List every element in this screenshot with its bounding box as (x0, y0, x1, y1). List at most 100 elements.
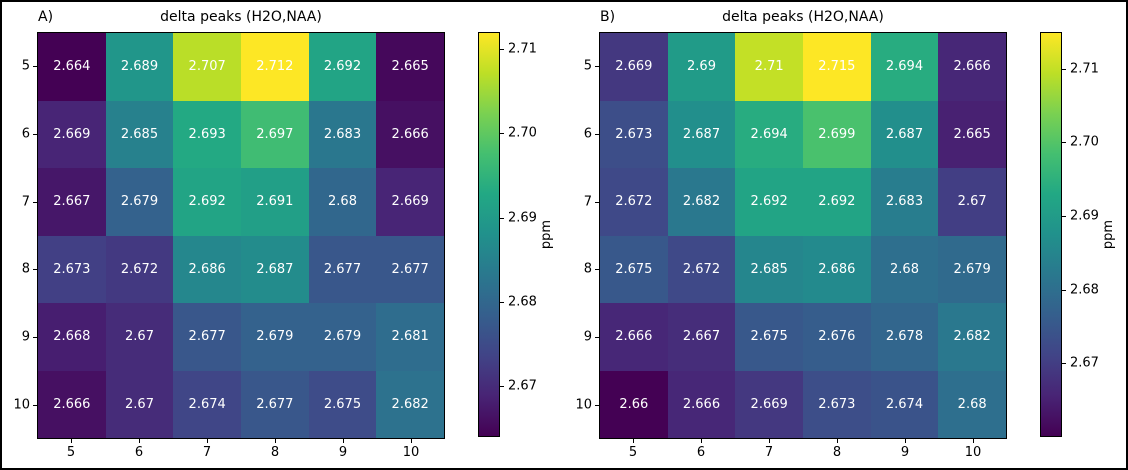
heatmap-cell: 2.675 (735, 303, 803, 371)
panel-b-corner-label: B) (600, 9, 616, 25)
colorbar-a (478, 32, 500, 437)
y-tick-mark (33, 405, 37, 407)
y-tick-label: 10 (13, 397, 30, 413)
y-tick-label: 9 (583, 329, 592, 345)
heatmap-cell: 2.673 (38, 235, 106, 303)
heatmap-cell: 2.679 (240, 303, 309, 371)
heatmap-cell: 2.682 (667, 168, 736, 236)
x-tick-label: 8 (832, 445, 842, 460)
x-tick-mark (769, 439, 770, 443)
heatmap-cell: 2.674 (870, 370, 939, 438)
colorbar-tick-label: 2.67 (508, 378, 537, 394)
panel-a-corner-label: A) (38, 9, 54, 25)
heatmap-cell: 2.712 (240, 33, 309, 101)
heatmap-cell: 2.675 (600, 235, 668, 303)
colorbar-b-label-text: ppm (1101, 219, 1116, 250)
colorbar-tick-mark (1062, 363, 1066, 365)
x-tick-label: 10 (402, 445, 420, 460)
colorbar-tick-mark (1062, 142, 1066, 144)
heatmap-cell: 2.679 (938, 235, 1006, 303)
colorbar-tick-mark (500, 48, 504, 50)
y-tick-mark (595, 269, 599, 271)
heatmap-cell: 2.685 (735, 235, 803, 303)
panel-a: A) delta peaks (H2O,NAA) 2.664 2.689 2.707… (2, 2, 564, 468)
heatmap-cell: 2.677 (240, 370, 309, 438)
heatmap-cell: 2.676 (802, 303, 871, 371)
heatmap-cell: 2.667 (667, 303, 736, 371)
y-tick-mark (595, 133, 599, 135)
heatmap-a: 2.664 2.689 2.707 2.712 2.692 2.665 2.669 2.685… (37, 32, 445, 439)
x-tick-label: 7 (202, 445, 212, 460)
x-tick-label: 9 (900, 445, 910, 460)
heatmap-cell: 2.665 (376, 33, 444, 101)
colorbar-a-label: ppm (539, 32, 554, 437)
colorbar-tick-mark (1062, 289, 1066, 291)
heatmap-cell: 2.679 (308, 303, 377, 371)
heatmap-cell: 2.672 (667, 235, 736, 303)
y-tick-label: 6 (21, 126, 30, 142)
heatmap-cell: 2.66 (600, 370, 668, 438)
heatmap-cell: 2.682 (376, 370, 444, 438)
colorbar-tick-mark (500, 386, 504, 388)
panel-b: B) delta peaks (H2O,NAA) 2.669 2.69 2.71 2.… (564, 2, 1126, 468)
heatmap-cell: 2.692 (308, 33, 377, 101)
x-tick-label: 9 (338, 445, 348, 460)
heatmap-cell: 2.687 (870, 100, 939, 168)
heatmap-cell: 2.666 (376, 100, 444, 168)
y-tick-mark (595, 337, 599, 339)
heatmap-cell: 2.665 (938, 100, 1006, 168)
heatmap-cell: 2.672 (105, 235, 174, 303)
colorbar-tick-label: 2.67 (1070, 355, 1099, 371)
heatmap-cell: 2.666 (600, 303, 668, 371)
colorbar-tick-mark (1062, 216, 1066, 218)
x-tick-label: 10 (964, 445, 982, 460)
colorbar-tick-label: 2.69 (1070, 208, 1099, 224)
colorbar-tick-label: 2.70 (508, 125, 537, 141)
x-tick-mark (701, 439, 702, 443)
heatmap-cell: 2.707 (173, 33, 241, 101)
colorbar-tick-mark (1062, 68, 1066, 70)
x-tick-label: 5 (66, 445, 76, 460)
heatmap-cell: 2.666 (667, 370, 736, 438)
x-tick-mark (633, 439, 634, 443)
heatmap-cell: 2.693 (173, 100, 241, 168)
heatmap-cell: 2.685 (105, 100, 174, 168)
x-tick-label: 5 (628, 445, 638, 460)
heatmap-cell: 2.692 (735, 168, 803, 236)
heatmap-cell: 2.68 (870, 235, 939, 303)
colorbar-tick-mark (500, 133, 504, 135)
colorbar-b (1040, 32, 1062, 437)
x-tick-mark (837, 439, 838, 443)
y-tick-label: 6 (583, 126, 592, 142)
colorbar-a-label-text: ppm (539, 219, 554, 250)
heatmap-cell: 2.697 (240, 100, 309, 168)
colorbar-b-label: ppm (1101, 32, 1116, 437)
heatmap-cell: 2.672 (600, 168, 668, 236)
heatmap-cell: 2.692 (173, 168, 241, 236)
heatmap-cell: 2.687 (667, 100, 736, 168)
heatmap-cell: 2.674 (173, 370, 241, 438)
x-tick-label: 6 (134, 445, 144, 460)
heatmap-cell: 2.677 (376, 235, 444, 303)
heatmap-cell: 2.67 (105, 370, 174, 438)
heatmap-cell: 2.715 (802, 33, 871, 101)
heatmap-cell: 2.677 (308, 235, 377, 303)
heatmap-cell: 2.675 (308, 370, 377, 438)
heatmap-cell: 2.692 (802, 168, 871, 236)
heatmap-cell: 2.681 (376, 303, 444, 371)
x-tick-mark (71, 439, 72, 443)
heatmap-cell: 2.687 (240, 235, 309, 303)
heatmap-cell: 2.686 (802, 235, 871, 303)
heatmap-cell: 2.68 (308, 168, 377, 236)
heatmap-cell: 2.691 (240, 168, 309, 236)
heatmap-cell: 2.683 (308, 100, 377, 168)
heatmap-cell: 2.694 (870, 33, 939, 101)
y-tick-mark (595, 201, 599, 203)
y-tick-label: 10 (575, 397, 592, 413)
heatmap-cell: 2.669 (38, 100, 106, 168)
y-tick-mark (595, 65, 599, 67)
heatmap-b: 2.669 2.69 2.71 2.715 2.694 2.666 2.673 2.687 2.… (599, 32, 1007, 439)
heatmap-cell: 2.669 (735, 370, 803, 438)
y-tick-mark (33, 269, 37, 271)
